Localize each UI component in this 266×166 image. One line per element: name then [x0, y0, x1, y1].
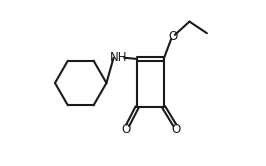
- Text: O: O: [122, 123, 131, 136]
- Text: O: O: [172, 123, 181, 136]
- Text: O: O: [168, 30, 177, 43]
- Text: NH: NH: [110, 51, 128, 64]
